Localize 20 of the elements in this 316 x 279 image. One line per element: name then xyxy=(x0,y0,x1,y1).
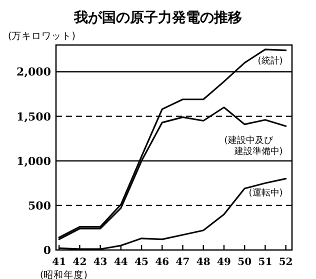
y-tick-label: 0 xyxy=(43,244,52,257)
y-tick-label: 500 xyxy=(28,199,52,212)
x-tick-label: 46 xyxy=(155,257,170,268)
x-tick-label: 43 xyxy=(93,257,108,268)
x-tick-label: 41 xyxy=(52,257,66,268)
x-tick-label: 48 xyxy=(196,257,210,268)
y-tick-label: 2,000 xyxy=(16,66,52,79)
x-tick-label: 47 xyxy=(176,257,190,268)
x-tick-label: 44 xyxy=(114,257,128,268)
x-tick-label: 42 xyxy=(72,257,87,268)
y-axis-title: (万キロワット) xyxy=(8,31,76,42)
x-tick-label: 52 xyxy=(278,257,293,268)
chart-title: 我が国の原子力発電の推移 xyxy=(73,10,242,26)
x-axis-title: (昭和年度) xyxy=(40,269,88,279)
x-tick-label: 51 xyxy=(258,257,272,268)
y-tick-label: 1,000 xyxy=(16,154,52,168)
x-tick-label: 50 xyxy=(238,257,252,268)
x-tick-label: 45 xyxy=(134,257,149,268)
x-tick-label: 49 xyxy=(217,257,231,268)
y-tick-label: 1,500 xyxy=(16,110,52,124)
